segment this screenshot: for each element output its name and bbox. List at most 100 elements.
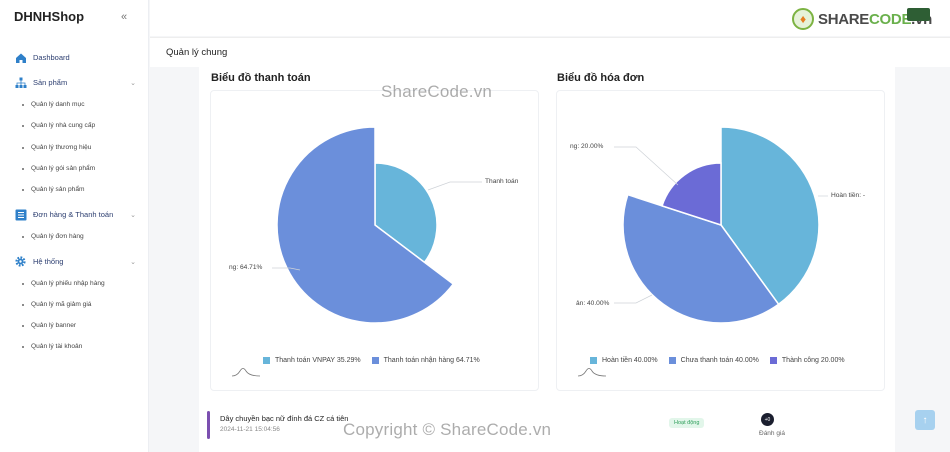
gear-icon: [14, 255, 27, 268]
pie-slice-1[interactable]: [622, 193, 780, 324]
pie-label-leader-line: [427, 181, 482, 191]
sidebar-item-label: Quản lý danh mục: [31, 101, 85, 108]
sidebar-item-imports[interactable]: Quản lý phiếu nhập hàng: [22, 280, 105, 287]
legend-label: Thành công 20.00%: [781, 357, 845, 364]
status-badge: Hoạt động: [669, 418, 705, 428]
legend-item[interactable]: Thành công 20.00%: [769, 357, 845, 364]
bullet-icon: [22, 282, 24, 285]
payment-legend: Thanh toán VNPAY 35.29% Thanh toán nhận …: [263, 357, 491, 364]
sidebar-item-suppliers[interactable]: Quản lý nhà cung cấp: [22, 122, 95, 129]
sidebar-item-label: Đơn hàng & Thanh toán: [33, 210, 114, 219]
bullet-icon: [22, 235, 24, 238]
bullet-icon: [22, 324, 24, 327]
sidebar-item-dashboard[interactable]: Dashboard: [14, 51, 136, 64]
bullet-icon: [22, 167, 24, 170]
bullet-icon: [22, 303, 24, 306]
pie-label-leader-line: [272, 267, 301, 271]
sidebar-item-categories[interactable]: Quản lý danh mục: [22, 101, 85, 108]
pie2-slice-label-1: ản: 40.00%: [576, 300, 610, 307]
sidebar-item-label: Dashboard: [33, 53, 70, 62]
legend-swatch: [769, 357, 777, 364]
sidebar-item-label: Quản lý mã giảm giá: [31, 301, 92, 308]
home-icon: [14, 51, 27, 64]
invoice-pie-chart: [614, 126, 828, 324]
pie-slice-2[interactable]: [661, 162, 722, 227]
sidebar-item-orders[interactable]: Quản lý đơn hàng: [22, 233, 84, 240]
legend-item[interactable]: Hoàn tiền 40.00%: [590, 357, 658, 364]
sidebar-item-brands[interactable]: Quản lý thương hiệu: [22, 144, 91, 151]
pie1-slice-label-1: ng: 64.71%: [229, 264, 263, 271]
double-chevron-left-icon[interactable]: «: [121, 11, 128, 23]
payment-pie-chart: [272, 126, 482, 324]
bullet-icon: [22, 146, 24, 149]
pie2-slice-label-2: ng: 20.00%: [570, 143, 604, 150]
scroll-to-top-button[interactable]: ↑: [915, 410, 935, 430]
sidebar-item-label: Quản lý đơn hàng: [31, 233, 84, 240]
watermark-bottom: Copyright © ShareCode.vn: [343, 420, 552, 439]
chevron-down-icon: ⌄: [130, 211, 136, 219]
watermark-top: ShareCode.vn: [381, 82, 493, 101]
bullet-icon: [22, 124, 24, 127]
product-name: Dây chuyền bạc nữ đính đá CZ cá tiên: [220, 414, 349, 423]
legend-item[interactable]: Thanh toán VNPAY 35.29%: [263, 357, 361, 364]
sidebar-group-system[interactable]: Hệ thống ⌄: [14, 255, 136, 268]
rating-label: Đánh giá: [759, 430, 786, 437]
sidebar-item-label: Quản lý banner: [31, 322, 77, 329]
chart-title-invoice: Biểu đồ hóa đơn: [557, 72, 645, 84]
list-icon: [14, 208, 27, 221]
chart-toolbox-icon[interactable]: [231, 366, 261, 378]
chevron-down-icon: ⌄: [130, 258, 136, 266]
legend-label: Chưa thanh toán 40.00%: [680, 357, 759, 364]
logo-mark-icon: ♦: [792, 8, 814, 30]
sidebar-item-label: Quản lý phiếu nhập hàng: [31, 280, 105, 287]
table-row[interactable]: Dây chuyền bạc nữ đính đá CZ cá tiên 202…: [207, 405, 887, 443]
pie1-slice-label-0: Thanh toán: [485, 178, 519, 185]
sidebar: DHNHShop « Dashboard Sản phẩm ⌄ Quản lý …: [0, 0, 149, 452]
pie-slice-0[interactable]: [720, 126, 820, 306]
logo-text-a: SHARE: [818, 10, 870, 28]
legend-item[interactable]: Chưa thanh toán 40.00%: [668, 357, 759, 364]
sidebar-item-products[interactable]: Quản lý sản phẩm: [22, 186, 85, 193]
sidebar-item-label: Quản lý nhà cung cấp: [31, 122, 96, 129]
legend-item[interactable]: Thanh toán nhận hàng 64.71%: [371, 357, 480, 364]
bullet-icon: [22, 188, 24, 191]
pie-label-leader-line: [614, 146, 679, 186]
top-bar: [150, 0, 950, 36]
sidebar-item-accounts[interactable]: Quản lý tài khoản: [22, 343, 82, 350]
logo-text-b: CODE: [869, 10, 912, 28]
sidebar-item-banners[interactable]: Quản lý banner: [22, 322, 76, 329]
chart-toolbox-icon[interactable]: [577, 366, 607, 378]
sidebar-item-label: Quản lý gói sản phẩm: [31, 165, 96, 172]
pie-slice-0[interactable]: [374, 162, 438, 264]
bullet-icon: [22, 103, 24, 106]
sidebar-item-label: Quản lý thương hiệu: [31, 144, 92, 151]
legend-label: Thanh toán nhận hàng 64.71%: [383, 357, 480, 364]
right-gutter: [895, 67, 950, 452]
brand-title: DHNHShop: [14, 9, 85, 24]
sidebar-item-bundles[interactable]: Quản lý gói sản phẩm: [22, 165, 95, 172]
row-accent-bar: [207, 411, 210, 439]
rating-count-badge: +0: [761, 413, 774, 426]
legend-swatch: [263, 357, 270, 364]
bullet-icon: [22, 345, 24, 348]
sidebar-item-label: Quản lý sản phẩm: [31, 186, 85, 193]
page-header: Quản lý chung: [150, 37, 950, 67]
invoice-legend: Hoàn tiền 40.00% Chưa thanh toán 40.00% …: [590, 357, 856, 364]
pie-label-leader-line: [614, 294, 653, 304]
user-avatar[interactable]: [907, 8, 930, 21]
legend-swatch: [668, 357, 676, 364]
sidebar-item-label: Hệ thống: [33, 257, 64, 266]
page-title: Quản lý chung: [166, 47, 228, 58]
sitemap-icon: [14, 76, 27, 89]
pie-slice-1[interactable]: [276, 126, 455, 324]
sidebar-group-products[interactable]: Sản phẩm ⌄: [14, 76, 136, 89]
sidebar-item-label: Sản phẩm: [33, 78, 68, 87]
chart-title-payment: Biểu đồ thanh toán: [211, 72, 311, 84]
legend-label: Thanh toán VNPAY 35.29%: [275, 357, 361, 364]
legend-label: Hoàn tiền 40.00%: [602, 357, 658, 364]
legend-swatch: [371, 357, 379, 364]
sidebar-item-label: Quản lý tài khoản: [31, 343, 83, 350]
sidebar-group-orders[interactable]: Đơn hàng & Thanh toán ⌄: [14, 208, 136, 221]
sidebar-item-coupons[interactable]: Quản lý mã giảm giá: [22, 301, 91, 308]
